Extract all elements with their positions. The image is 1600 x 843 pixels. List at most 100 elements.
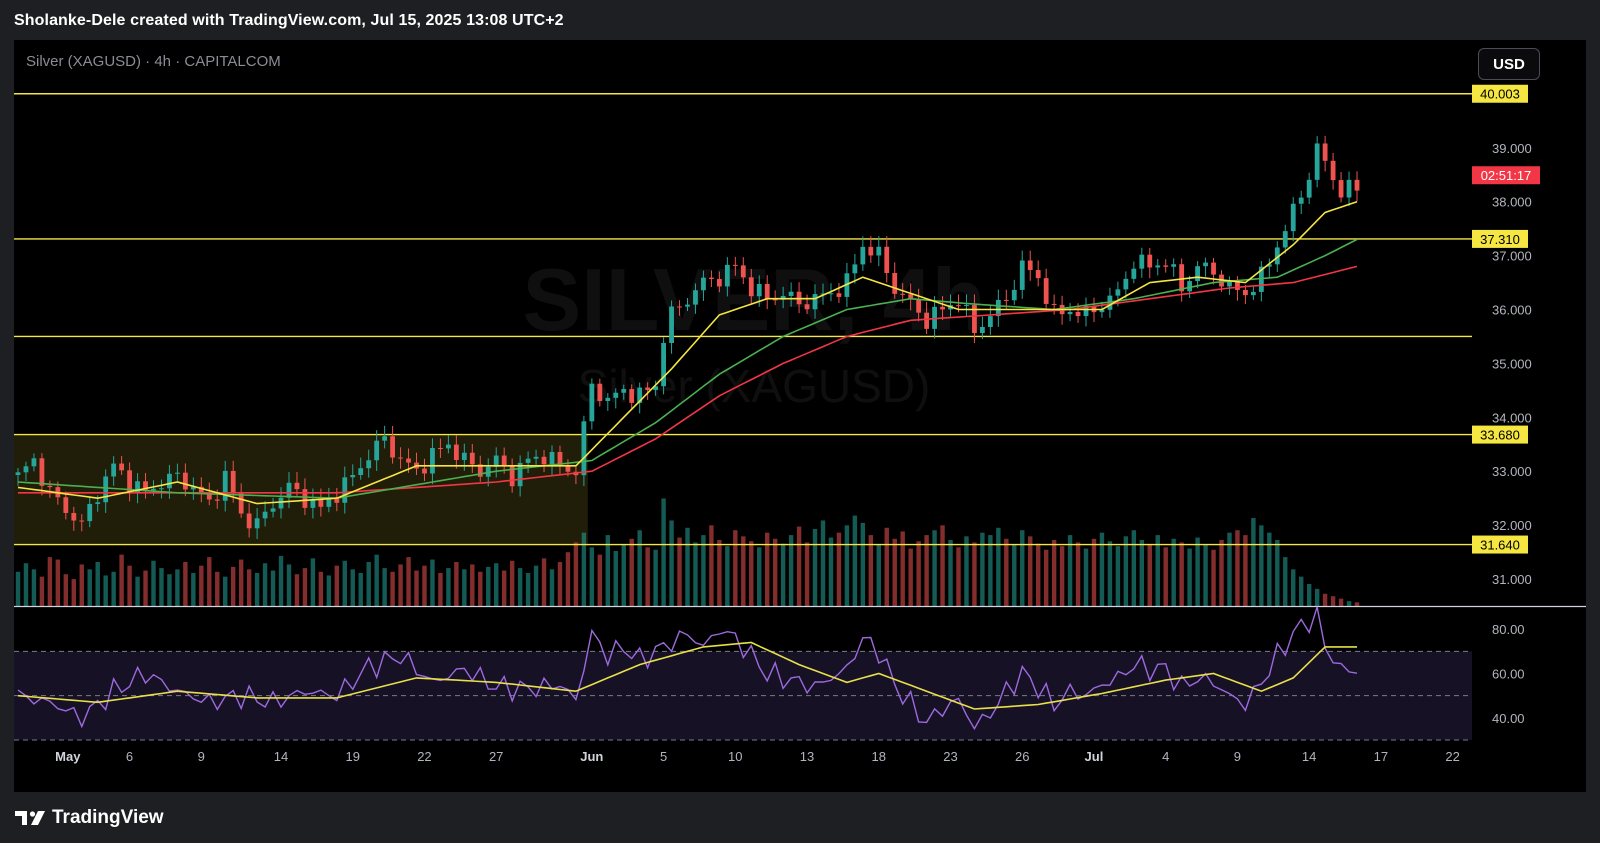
volume-bar: [438, 573, 443, 606]
candle-body: [804, 304, 810, 310]
time-tick-label: 23: [943, 749, 957, 764]
time-tick-label: 10: [728, 749, 742, 764]
volume-bar: [151, 560, 156, 606]
volume-bar: [103, 575, 108, 606]
candle-body: [246, 513, 252, 529]
volume-bar: [733, 530, 738, 606]
candle-body: [669, 306, 674, 343]
volume-bar: [55, 559, 61, 606]
candle-body: [111, 463, 117, 477]
candle-body: [956, 305, 961, 307]
volume-bar: [1354, 602, 1360, 606]
candle-body: [685, 304, 690, 307]
volume-bar: [1283, 557, 1288, 606]
volume-bar: [486, 566, 491, 606]
candle-body: [175, 472, 180, 474]
candle-body: [366, 460, 372, 469]
volume-bar: [318, 571, 324, 606]
time-tick-label: 22: [417, 749, 431, 764]
candle-body: [119, 463, 125, 471]
volume-bar: [478, 571, 483, 606]
candle-body: [860, 246, 866, 265]
volume-bar: [1251, 518, 1256, 606]
candle-body: [1314, 143, 1320, 180]
candle-body: [1322, 143, 1328, 161]
volume-bar: [87, 569, 92, 606]
volume-bar: [1043, 549, 1049, 606]
time-tick-label: 22: [1445, 749, 1459, 764]
volume-bar: [454, 562, 459, 606]
candle-body: [374, 440, 380, 461]
candle-body: [190, 486, 196, 490]
candle-body: [932, 306, 937, 329]
top-bar: Sholanke-Dele created with TradingView.c…: [0, 0, 1600, 40]
volume-bar: [629, 538, 634, 606]
candle-body: [1011, 289, 1017, 301]
time-tick-label: 9: [198, 749, 205, 764]
candle-body: [1099, 309, 1105, 313]
candle-body: [884, 246, 890, 274]
candle-body: [1123, 278, 1129, 290]
volume-bar: [246, 569, 252, 606]
currency-button[interactable]: USD: [1478, 48, 1540, 80]
footer: TradingView: [14, 806, 164, 830]
volume-bar: [191, 573, 196, 606]
volume-bar: [95, 562, 100, 606]
sma-slow-line: [18, 265, 1358, 494]
volume-bar: [613, 551, 618, 606]
candle-body: [39, 458, 45, 486]
candle-body: [724, 264, 730, 287]
candle-body: [780, 295, 786, 300]
candle-body: [1235, 280, 1240, 290]
candle-body: [1139, 254, 1145, 269]
price-tick-label: 35.000: [1492, 356, 1532, 371]
price-tick-label: 31.000: [1492, 572, 1532, 587]
candle-body: [445, 444, 451, 449]
candle-body: [732, 264, 738, 266]
volume-bar: [167, 574, 172, 606]
candle-body: [995, 299, 1001, 317]
candle-body: [1290, 203, 1296, 232]
volume-bar: [1035, 543, 1041, 606]
volume-bar: [79, 564, 84, 606]
volume-bar: [238, 559, 244, 606]
candle-body: [517, 462, 523, 487]
time-tick-label: 5: [660, 749, 667, 764]
candle-body: [167, 473, 172, 489]
volume-bar: [1059, 546, 1065, 606]
candle-body: [740, 265, 746, 278]
candle-body: [677, 306, 682, 308]
candle-body: [820, 293, 826, 295]
volume-bar: [414, 570, 419, 606]
price-tick-label: 33.000: [1492, 464, 1532, 479]
volume-bar: [892, 538, 897, 606]
candle-body: [501, 455, 507, 467]
volume-bar: [183, 562, 188, 606]
candle-body: [63, 497, 69, 513]
volume-bar: [709, 525, 714, 606]
volume-bar: [836, 532, 842, 606]
tradingview-logo-icon: [15, 811, 45, 825]
candle-body: [964, 304, 969, 306]
candle-body: [477, 464, 483, 477]
volume-bar: [446, 568, 451, 606]
volume-bar: [1163, 547, 1168, 606]
candle-body: [438, 448, 443, 450]
candle-body: [533, 456, 539, 459]
candle-body: [693, 290, 698, 305]
candle-body: [270, 508, 276, 512]
volume-bar: [462, 569, 467, 606]
volume-bar: [1346, 601, 1352, 606]
volume-bar: [294, 574, 300, 606]
candle-body: [987, 316, 993, 327]
volume-bar: [223, 576, 228, 606]
volume-bar: [980, 532, 985, 606]
candle-body: [254, 518, 260, 529]
candle-body: [852, 264, 858, 274]
chart-frame[interactable]: SILVER, 4h Silver (XAGUSD) 31.000 32.000 33…: [14, 40, 1586, 792]
volume-bar: [1123, 536, 1129, 606]
candle-body: [661, 342, 666, 387]
price-tick-label: 39.000: [1492, 141, 1532, 156]
price-tick-label: 32.000: [1492, 518, 1532, 533]
